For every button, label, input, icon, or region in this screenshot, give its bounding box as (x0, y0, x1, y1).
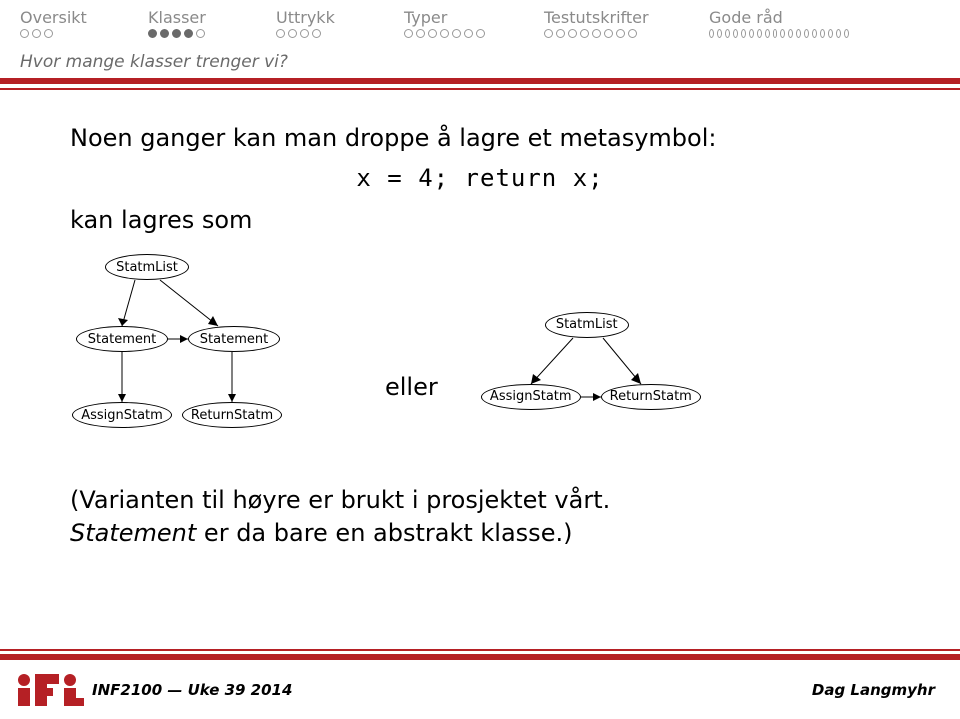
closing-line-1: (Varianten til høyre er brukt i prosjekt… (70, 486, 610, 514)
progress-dot (184, 29, 193, 38)
body-text-2: kan lagres som (70, 206, 890, 234)
progress-dot (312, 29, 321, 38)
body-text-1: Noen ganger kan man droppe å lagre et me… (70, 122, 890, 154)
progress-dot (32, 29, 41, 38)
closing-text: (Varianten til høyre er brukt i prosjekt… (0, 484, 960, 549)
progress-dot (440, 29, 449, 38)
progress-dot (20, 29, 29, 38)
progress-dot (757, 29, 762, 38)
nav-progress (0, 29, 960, 44)
progress-dot (568, 29, 577, 38)
progress-dot (780, 29, 785, 38)
progress-group (709, 29, 849, 38)
progress-dot (44, 29, 53, 38)
progress-dot (788, 29, 793, 38)
progress-dot (276, 29, 285, 38)
progress-dot (796, 29, 801, 38)
progress-dot (416, 29, 425, 38)
progress-dot (804, 29, 809, 38)
ifi-logo-icon (15, 672, 87, 708)
progress-dot (604, 29, 613, 38)
nav-item-goderad: Gode råd (709, 8, 849, 27)
header-divider (0, 78, 960, 92)
progress-dot (464, 29, 473, 38)
progress-dot (196, 29, 205, 38)
progress-dot (544, 29, 553, 38)
progress-dot (812, 29, 817, 38)
node-returnstatm-2: ReturnStatm (601, 384, 701, 410)
node-assignstatm-2: AssignStatm (481, 384, 581, 410)
progress-dot (836, 29, 841, 38)
progress-dot (556, 29, 565, 38)
slide-subtitle: Hvor mange klasser trenger vi? (0, 44, 960, 78)
progress-group (276, 29, 404, 38)
progress-dot (773, 29, 778, 38)
progress-dot (725, 29, 730, 38)
slide-footer: INF2100 — Uke 39 2014 Dag Langmyhr (0, 649, 960, 719)
progress-dot (148, 29, 157, 38)
progress-dot (428, 29, 437, 38)
nav-item-uttrykk: Uttrykk (276, 8, 404, 27)
progress-dot (592, 29, 601, 38)
nav-item-oversikt: Oversikt (20, 8, 148, 27)
progress-dot (844, 29, 849, 38)
progress-dot (717, 29, 722, 38)
progress-dot (709, 29, 714, 38)
nav-item-testutskrifter: Testutskrifter (544, 8, 709, 27)
progress-dot (300, 29, 309, 38)
node-statmlist-2: StatmList (545, 312, 629, 338)
diagram-left: StatmList Statement (80, 254, 340, 454)
progress-dot (749, 29, 754, 38)
progress-dot (733, 29, 738, 38)
closing-italic: Statement (70, 519, 196, 547)
nav-item-typer: Typer (404, 8, 544, 27)
diagram-row: StatmList Statement (70, 254, 890, 454)
footer-author: Dag Langmyhr (812, 681, 935, 699)
progress-dot (452, 29, 461, 38)
progress-dot (404, 29, 413, 38)
code-example: x = 4; return x; (70, 164, 890, 192)
progress-group (544, 29, 709, 38)
progress-dot (476, 29, 485, 38)
progress-dot (616, 29, 625, 38)
progress-dot (160, 29, 169, 38)
progress-dot (628, 29, 637, 38)
footer-course: INF2100 — Uke 39 2014 (92, 681, 292, 699)
slide-content: Noen ganger kan man droppe å lagre et me… (0, 92, 960, 454)
progress-group (148, 29, 276, 38)
progress-dot (172, 29, 181, 38)
closing-line-2: er da bare en abstrakt klasse.) (196, 519, 572, 547)
progress-dot (580, 29, 589, 38)
nav-item-klasser: Klasser (148, 8, 276, 27)
progress-dot (828, 29, 833, 38)
progress-dot (765, 29, 770, 38)
diagram-right: StatmList AssignStatm ReturnStatm (483, 312, 743, 452)
progress-dot (288, 29, 297, 38)
progress-group (20, 29, 148, 38)
nav-sections: Oversikt Klasser Uttrykk Typer Testutskr… (0, 0, 960, 29)
progress-group (404, 29, 544, 38)
progress-dot (820, 29, 825, 38)
eller-text: eller (370, 373, 453, 401)
progress-dot (741, 29, 746, 38)
